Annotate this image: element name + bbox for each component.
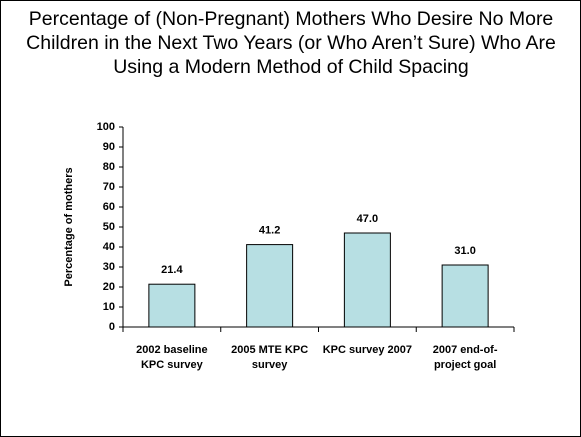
- y-tick-label: 30: [103, 261, 115, 273]
- value-label: 31.0: [454, 245, 475, 257]
- value-label: 47.0: [357, 213, 378, 225]
- y-tick-label: 50: [103, 221, 115, 233]
- x-tick-label: 2007 end-of-project goal: [432, 344, 498, 371]
- value-label: 41.2: [259, 225, 280, 237]
- x-tick-label: 2002 baseline KPC survey: [136, 344, 208, 371]
- bar: [148, 283, 196, 328]
- y-tick-label: 80: [103, 161, 115, 173]
- bar: [246, 244, 294, 328]
- x-tick-label: 2005 MTE KPC survey: [231, 344, 309, 371]
- y-tick-label: 90: [103, 141, 115, 153]
- y-tick-label: 70: [103, 181, 115, 193]
- y-tick-label: 0: [109, 321, 115, 333]
- y-tick-label: 40: [103, 241, 115, 253]
- bar: [441, 264, 489, 328]
- x-tick-label: KPC survey 2007: [322, 344, 413, 356]
- y-tick-label: 60: [103, 201, 115, 213]
- value-label: 21.4: [161, 264, 183, 276]
- y-tick-label: 100: [97, 121, 115, 133]
- y-tick-label: 10: [103, 301, 115, 313]
- y-tick-label: 20: [103, 281, 115, 293]
- bar: [343, 232, 391, 328]
- y-axis-label: Percentage of mothers: [63, 167, 75, 286]
- chart-title: Percentage of (Non-Pregnant) Mothers Who…: [26, 8, 556, 78]
